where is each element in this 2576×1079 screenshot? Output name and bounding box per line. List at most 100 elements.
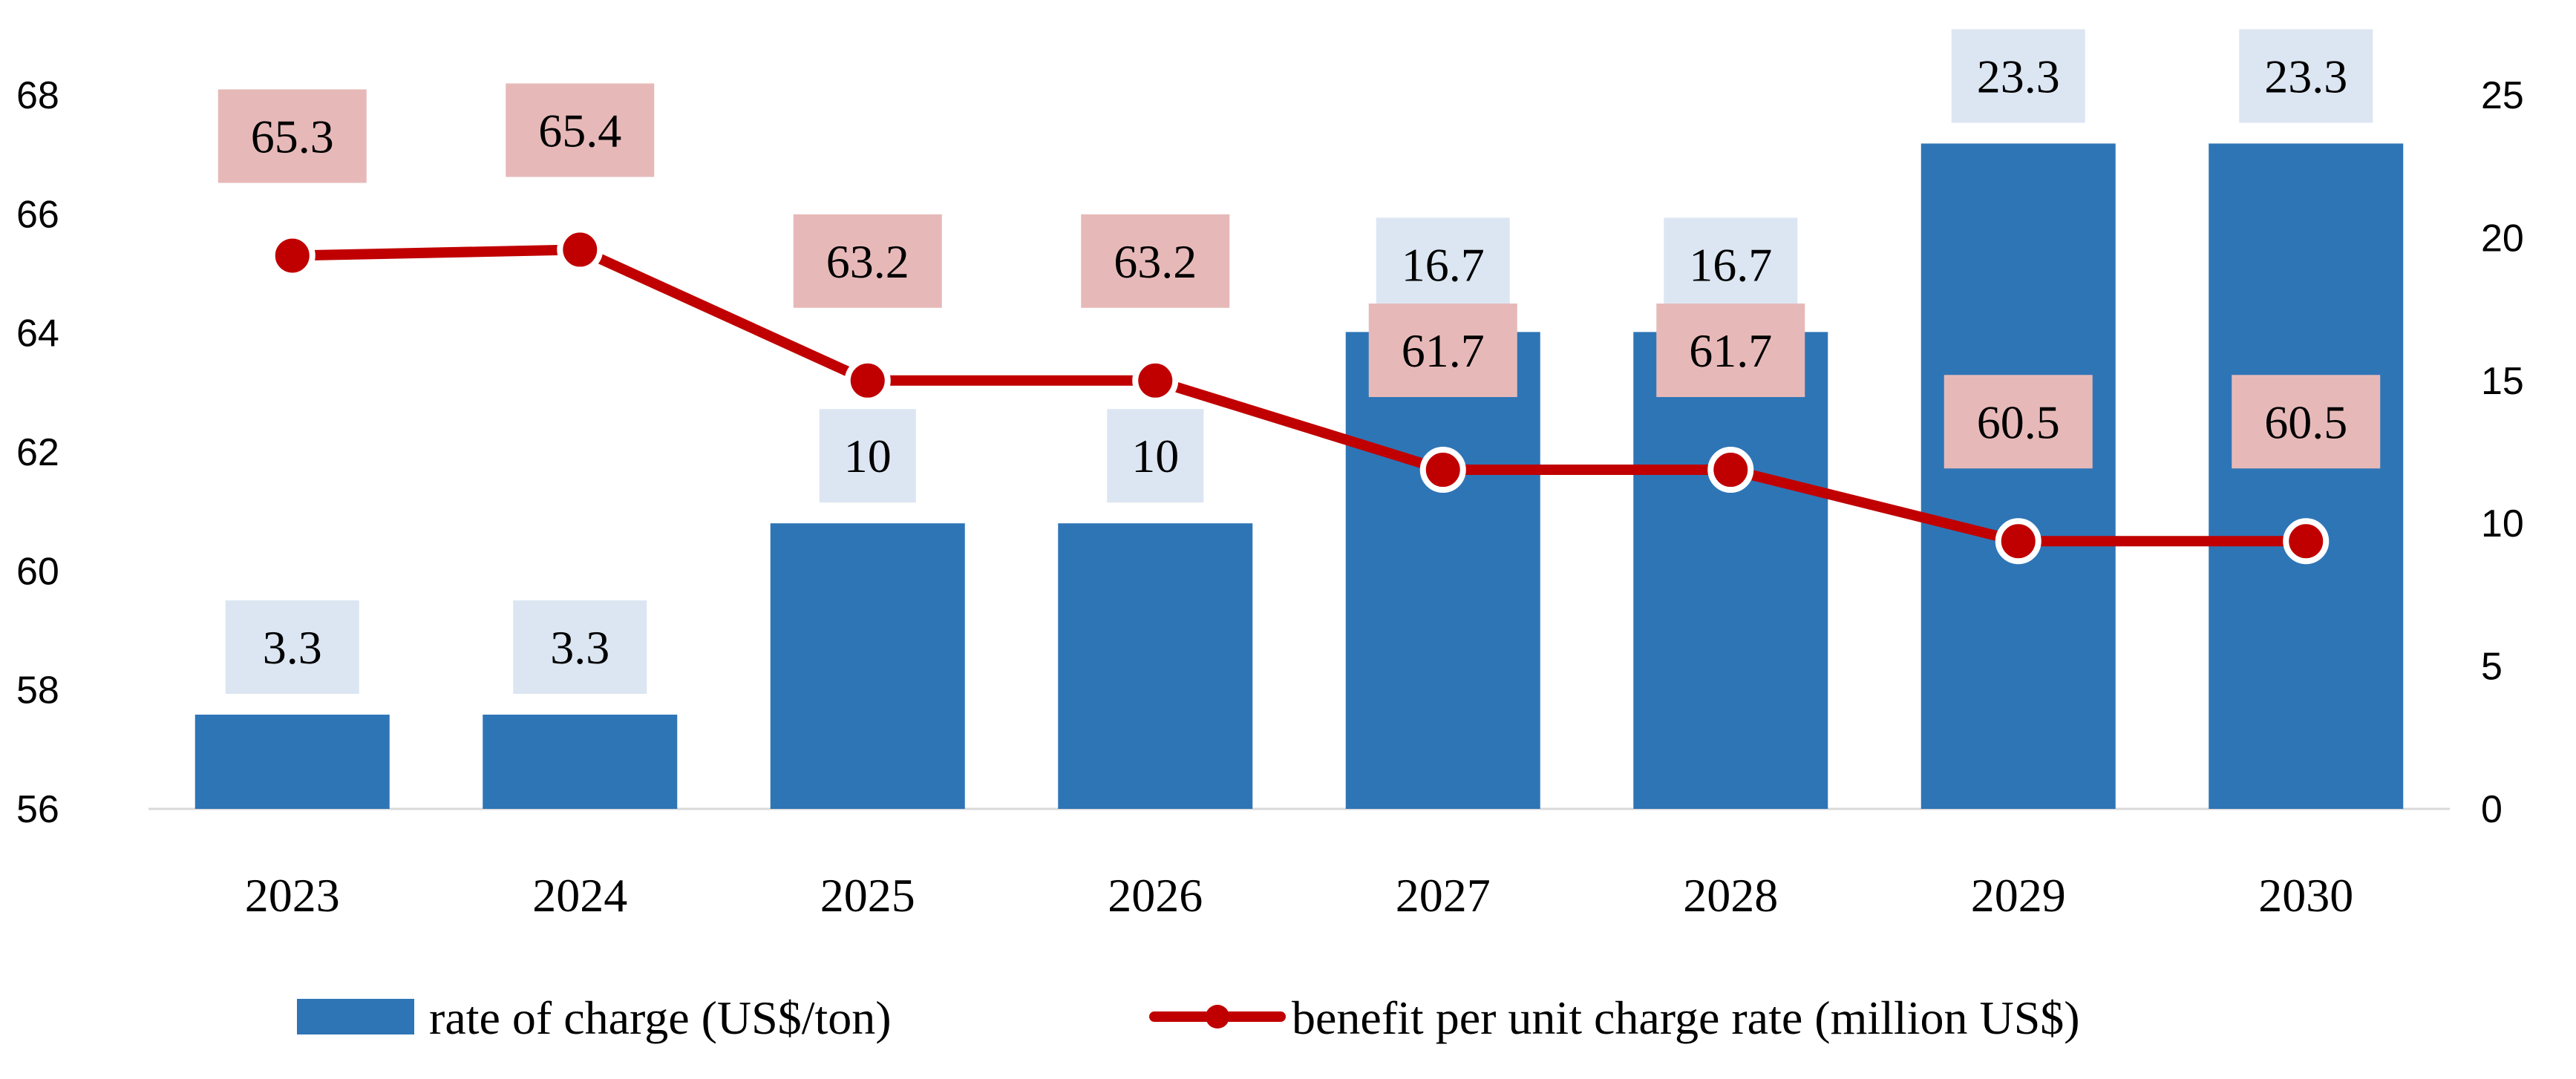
bar-2024 — [483, 715, 678, 809]
line-data-labels: 65.3 65.4 63.2 63.2 61.7 61.7 60.5 60.5 — [218, 83, 2381, 469]
right-y-axis: 0 5 10 15 20 25 — [2481, 74, 2524, 831]
line-label-bg — [1944, 375, 2093, 469]
left-tick-68: 68 — [16, 74, 59, 117]
line-point-2023 — [269, 232, 316, 279]
line-label-text: 61.7 — [1689, 324, 1772, 377]
legend-line-label: benefit per unit charge rate (million US… — [1292, 991, 2080, 1044]
bar-series — [194, 143, 2404, 809]
bar-2027 — [1345, 332, 1540, 809]
bar-label-bg — [1664, 217, 1798, 312]
left-y-axis: 56 58 60 62 64 66 68 — [16, 74, 59, 831]
line-label-bg — [2232, 375, 2381, 469]
bar-label-2026: 10 — [1107, 409, 1204, 503]
x-tick-2027: 2027 — [1396, 869, 1491, 922]
line-label-text: 60.5 — [2264, 396, 2347, 448]
bar-label-bg — [2239, 29, 2373, 123]
line-series — [269, 226, 2330, 565]
left-tick-58: 58 — [16, 669, 59, 712]
line-point-2030 — [2283, 518, 2330, 565]
legend: rate of charge (US$/ton) benefit per uni… — [297, 991, 2080, 1044]
legend-item-line: benefit per unit charge rate (million US… — [1149, 991, 2080, 1044]
bar-label-bg — [819, 409, 916, 503]
bar-label-text: 3.3 — [550, 621, 609, 674]
line-label-bg — [1081, 214, 1230, 308]
right-tick-20: 20 — [2481, 217, 2524, 260]
bar-2026 — [1058, 523, 1253, 809]
line-label-2026: 63.2 — [1081, 214, 1230, 308]
line-label-2024: 65.4 — [506, 83, 655, 177]
bar-label-2025: 10 — [819, 409, 916, 503]
line-label-text: 61.7 — [1402, 324, 1485, 377]
line-point-2024 — [557, 226, 604, 273]
x-tick-2028: 2028 — [1683, 869, 1778, 922]
bar-2030 — [2209, 143, 2404, 809]
line-point-2028 — [1707, 447, 1754, 493]
line-point-2026 — [1132, 357, 1179, 404]
x-tick-2024: 2024 — [532, 869, 627, 922]
line-point-2029 — [1995, 518, 2041, 565]
line-label-text: 63.2 — [826, 235, 909, 288]
bar-label-text: 23.3 — [1977, 50, 2060, 102]
bar-label-text: 16.7 — [1402, 238, 1485, 291]
bar-label-text: 10 — [1131, 430, 1179, 482]
bar-2028 — [1633, 332, 1828, 809]
bar-label-bg — [513, 600, 647, 695]
left-tick-64: 64 — [16, 312, 59, 355]
bar-label-2030: 23.3 — [2239, 29, 2373, 123]
bar-label-bg — [1376, 217, 1510, 312]
x-axis-ticks: 2023 2024 2025 2026 2027 2028 2029 2030 — [245, 869, 2354, 922]
line-label-2025: 63.2 — [793, 214, 942, 308]
right-tick-5: 5 — [2481, 646, 2503, 689]
bar-label-2028: 16.7 — [1664, 217, 1798, 312]
bar-2029 — [1920, 143, 2116, 809]
left-tick-56: 56 — [16, 788, 59, 831]
legend-item-bar: rate of charge (US$/ton) — [297, 991, 892, 1044]
bar-label-text: 23.3 — [2264, 50, 2347, 102]
right-tick-15: 15 — [2481, 360, 2524, 403]
bar-label-2027: 16.7 — [1376, 217, 1510, 312]
bar-label-text: 16.7 — [1689, 238, 1772, 291]
legend-bar-swatch — [297, 999, 414, 1034]
x-tick-2030: 2030 — [2258, 869, 2353, 922]
bar-label-bg — [225, 600, 359, 695]
line-point-2025 — [844, 357, 891, 404]
right-tick-0: 0 — [2481, 788, 2503, 831]
left-tick-62: 62 — [16, 431, 59, 474]
line-label-bg — [1656, 304, 1805, 398]
left-tick-60: 60 — [16, 550, 59, 593]
line-label-bg — [506, 83, 655, 177]
bar-2023 — [194, 715, 390, 809]
line-label-bg — [218, 89, 367, 183]
line-label-text: 63.2 — [1114, 235, 1197, 288]
right-tick-10: 10 — [2481, 502, 2524, 545]
right-tick-25: 25 — [2481, 74, 2524, 117]
bar-2025 — [770, 523, 965, 809]
line-label-bg — [793, 214, 942, 308]
line-label-2029: 60.5 — [1944, 375, 2093, 469]
x-tick-2026: 2026 — [1108, 869, 1203, 922]
line-label-2030: 60.5 — [2232, 375, 2381, 469]
bar-label-2023: 3.3 — [225, 600, 359, 695]
bar-label-bg — [1107, 409, 1204, 503]
bar-label-text: 3.3 — [263, 621, 322, 674]
x-tick-2029: 2029 — [1971, 869, 2066, 922]
line-label-2023: 65.3 — [218, 89, 367, 183]
line-label-2028: 61.7 — [1656, 304, 1805, 398]
line-path — [292, 244, 2307, 547]
line-label-text: 65.4 — [538, 104, 621, 157]
bar-label-text: 10 — [844, 430, 892, 482]
left-tick-66: 66 — [16, 193, 59, 236]
legend-line-marker — [1206, 1005, 1229, 1029]
legend-bar-label: rate of charge (US$/ton) — [429, 991, 892, 1044]
line-label-text: 65.3 — [251, 110, 334, 163]
bar-data-labels: 3.3 3.3 10 10 16.7 16.7 23.3 23.3 — [225, 29, 2373, 695]
line-label-text: 60.5 — [1977, 396, 2060, 448]
line-label-bg — [1368, 304, 1517, 398]
x-tick-2023: 2023 — [245, 869, 340, 922]
line-point-2027 — [1419, 447, 1466, 493]
x-tick-2025: 2025 — [820, 869, 915, 922]
bar-label-bg — [1951, 29, 2085, 123]
bar-label-2024: 3.3 — [513, 600, 647, 695]
line-label-2027: 61.7 — [1368, 304, 1517, 398]
